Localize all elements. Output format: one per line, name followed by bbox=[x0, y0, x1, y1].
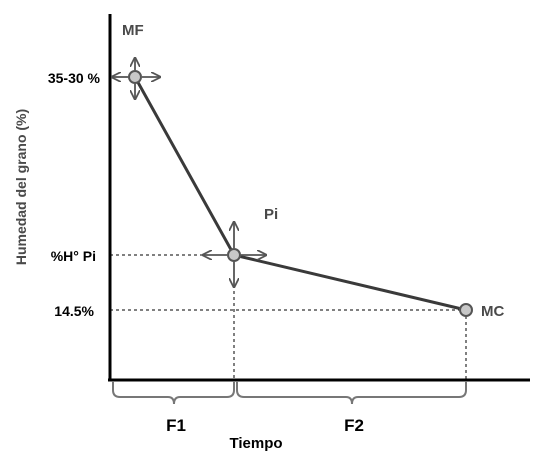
label-pi: Pi bbox=[264, 206, 278, 223]
brace-f1 bbox=[112, 381, 235, 405]
guide-lines bbox=[110, 76, 467, 380]
moisture-label-mc: 14.5% bbox=[54, 303, 94, 319]
drying-curve bbox=[133, 76, 467, 312]
point-mf bbox=[128, 70, 142, 84]
point-mc bbox=[459, 303, 473, 317]
phase-label-f1: F1 bbox=[166, 416, 186, 435]
mf-direction-arrows bbox=[112, 58, 160, 99]
label-mf: MF bbox=[122, 22, 144, 39]
moisture-label-mf: 35-30 % bbox=[48, 70, 101, 86]
label-mc: MC bbox=[481, 303, 504, 320]
point-pi bbox=[227, 248, 241, 262]
x-axis-title: Tiempo bbox=[229, 435, 282, 452]
pi-direction-arrows bbox=[203, 222, 266, 287]
brace-f2 bbox=[236, 381, 467, 405]
moisture-label-pi: %H° Pi bbox=[51, 248, 96, 264]
y-axis-title: Humedad del grano (%) bbox=[13, 109, 29, 265]
phase-label-f2: F2 bbox=[344, 416, 364, 435]
